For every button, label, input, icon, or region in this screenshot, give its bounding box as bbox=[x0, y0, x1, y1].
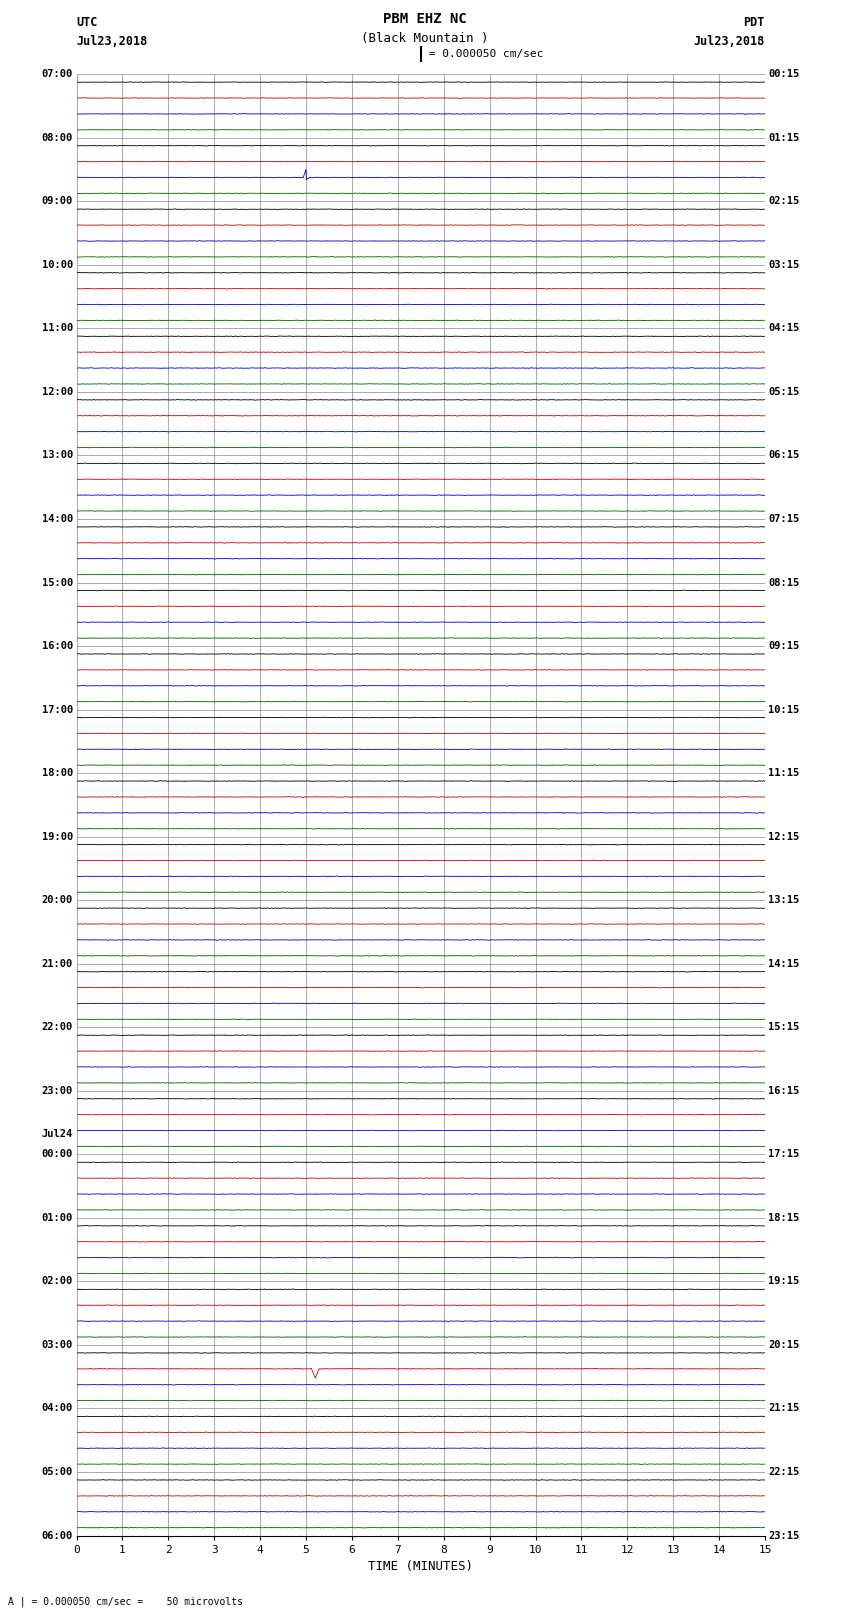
X-axis label: TIME (MINUTES): TIME (MINUTES) bbox=[368, 1560, 473, 1573]
Text: 15:00: 15:00 bbox=[42, 577, 73, 587]
Text: 10:00: 10:00 bbox=[42, 260, 73, 269]
Text: 18:00: 18:00 bbox=[42, 768, 73, 777]
Text: 13:15: 13:15 bbox=[768, 895, 800, 905]
Text: 21:00: 21:00 bbox=[42, 958, 73, 969]
Text: 14:00: 14:00 bbox=[42, 515, 73, 524]
Text: 12:15: 12:15 bbox=[768, 832, 800, 842]
Text: 09:00: 09:00 bbox=[42, 197, 73, 206]
Text: 17:00: 17:00 bbox=[42, 705, 73, 715]
Text: 16:15: 16:15 bbox=[768, 1086, 800, 1095]
Text: 05:15: 05:15 bbox=[768, 387, 800, 397]
Text: 04:00: 04:00 bbox=[42, 1403, 73, 1413]
Text: 04:15: 04:15 bbox=[768, 323, 800, 334]
Text: 02:00: 02:00 bbox=[42, 1276, 73, 1287]
Text: 13:00: 13:00 bbox=[42, 450, 73, 460]
Text: PBM EHZ NC: PBM EHZ NC bbox=[383, 11, 467, 26]
Text: 07:00: 07:00 bbox=[42, 69, 73, 79]
Text: 08:15: 08:15 bbox=[768, 577, 800, 587]
Text: 11:00: 11:00 bbox=[42, 323, 73, 334]
Text: 16:00: 16:00 bbox=[42, 640, 73, 652]
Text: (Black Mountain ): (Black Mountain ) bbox=[361, 32, 489, 45]
Text: = 0.000050 cm/sec: = 0.000050 cm/sec bbox=[422, 48, 544, 60]
Text: 07:15: 07:15 bbox=[768, 515, 800, 524]
Text: 20:00: 20:00 bbox=[42, 895, 73, 905]
Text: UTC: UTC bbox=[76, 16, 98, 29]
Text: 02:15: 02:15 bbox=[768, 197, 800, 206]
Text: 23:15: 23:15 bbox=[768, 1531, 800, 1540]
Text: 09:15: 09:15 bbox=[768, 640, 800, 652]
Text: 01:15: 01:15 bbox=[768, 132, 800, 142]
Text: 12:00: 12:00 bbox=[42, 387, 73, 397]
Text: 19:15: 19:15 bbox=[768, 1276, 800, 1287]
Text: 15:15: 15:15 bbox=[768, 1023, 800, 1032]
Text: PDT: PDT bbox=[744, 16, 765, 29]
Text: 21:15: 21:15 bbox=[768, 1403, 800, 1413]
Text: 00:00: 00:00 bbox=[42, 1150, 73, 1160]
Text: 00:15: 00:15 bbox=[768, 69, 800, 79]
Text: 06:00: 06:00 bbox=[42, 1531, 73, 1540]
Text: 23:00: 23:00 bbox=[42, 1086, 73, 1095]
Text: Jul23,2018: Jul23,2018 bbox=[76, 35, 148, 48]
Text: 03:00: 03:00 bbox=[42, 1340, 73, 1350]
Text: 10:15: 10:15 bbox=[768, 705, 800, 715]
Text: 17:15: 17:15 bbox=[768, 1150, 800, 1160]
Text: 05:00: 05:00 bbox=[42, 1468, 73, 1478]
Text: 01:00: 01:00 bbox=[42, 1213, 73, 1223]
Text: 08:00: 08:00 bbox=[42, 132, 73, 142]
Text: 06:15: 06:15 bbox=[768, 450, 800, 460]
Text: 18:15: 18:15 bbox=[768, 1213, 800, 1223]
Text: 22:15: 22:15 bbox=[768, 1468, 800, 1478]
Text: 20:15: 20:15 bbox=[768, 1340, 800, 1350]
Text: Jul23,2018: Jul23,2018 bbox=[694, 35, 765, 48]
Text: A | = 0.000050 cm/sec =    50 microvolts: A | = 0.000050 cm/sec = 50 microvolts bbox=[8, 1595, 243, 1607]
Text: 22:00: 22:00 bbox=[42, 1023, 73, 1032]
Text: 19:00: 19:00 bbox=[42, 832, 73, 842]
Text: 11:15: 11:15 bbox=[768, 768, 800, 777]
Text: Jul24: Jul24 bbox=[42, 1129, 73, 1139]
Text: 14:15: 14:15 bbox=[768, 958, 800, 969]
Text: 03:15: 03:15 bbox=[768, 260, 800, 269]
